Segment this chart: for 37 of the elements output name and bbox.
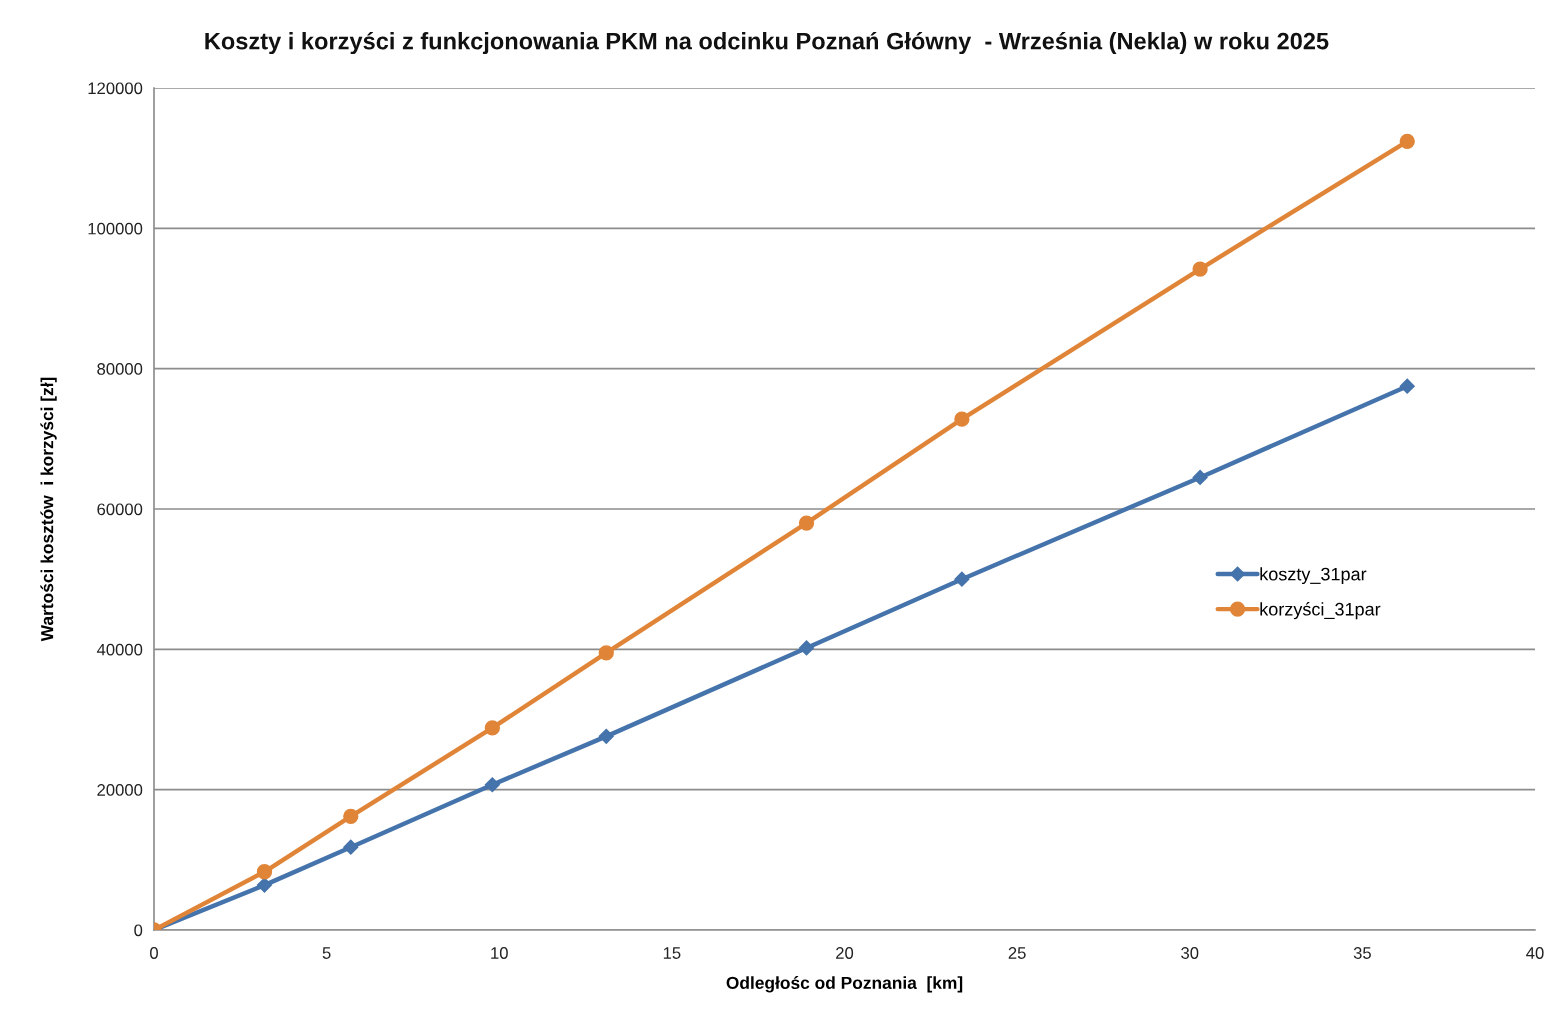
point bbox=[598, 728, 614, 744]
point bbox=[256, 877, 273, 893]
point bbox=[798, 515, 815, 531]
y-tick-label: 60000 bbox=[97, 503, 143, 516]
y-tick-label: 120000 bbox=[88, 82, 143, 95]
y-tick-label: 80000 bbox=[97, 363, 143, 375]
x-tick-label: 25 bbox=[1008, 947, 1026, 959]
x-tick-label: 40 bbox=[1526, 947, 1544, 959]
x-tick-label: 35 bbox=[1353, 947, 1371, 959]
point bbox=[1192, 469, 1208, 485]
x-tick-label: 10 bbox=[491, 947, 508, 959]
point bbox=[1192, 261, 1208, 277]
point bbox=[1399, 378, 1415, 394]
point bbox=[256, 864, 273, 880]
point bbox=[343, 839, 359, 855]
legend-label: koszty_31par bbox=[1260, 567, 1367, 585]
point bbox=[484, 777, 500, 793]
y-tick-label: 40000 bbox=[96, 643, 143, 656]
point bbox=[484, 720, 500, 736]
x-tick-label: 15 bbox=[663, 947, 681, 959]
y-tick-label: 0 bbox=[134, 924, 143, 937]
legend-label: korzyści_31par bbox=[1260, 602, 1381, 620]
point bbox=[1399, 133, 1415, 149]
x-tick-label: 20 bbox=[836, 947, 854, 959]
x-tick-label: 0 bbox=[150, 947, 158, 959]
x-tick-label: 5 bbox=[322, 947, 331, 959]
y-tick-label: 100000 bbox=[88, 222, 143, 235]
point bbox=[954, 411, 970, 427]
x-axis-title: Odległośc od Poznania [km] bbox=[726, 976, 963, 993]
chart-title: Koszty i korzyści z funkcjonowania PKM na odcinku Poznań Główny - Września (Nekla) w roku 2025 bbox=[205, 31, 1329, 55]
y-tick-label: 20000 bbox=[97, 784, 143, 796]
point bbox=[343, 808, 359, 824]
point bbox=[954, 571, 970, 587]
point bbox=[798, 640, 815, 656]
x-tick-label: 30 bbox=[1181, 947, 1199, 959]
point bbox=[598, 645, 614, 661]
y-axis-title: Wartości kosztów i korzyści [zł] bbox=[40, 377, 57, 642]
